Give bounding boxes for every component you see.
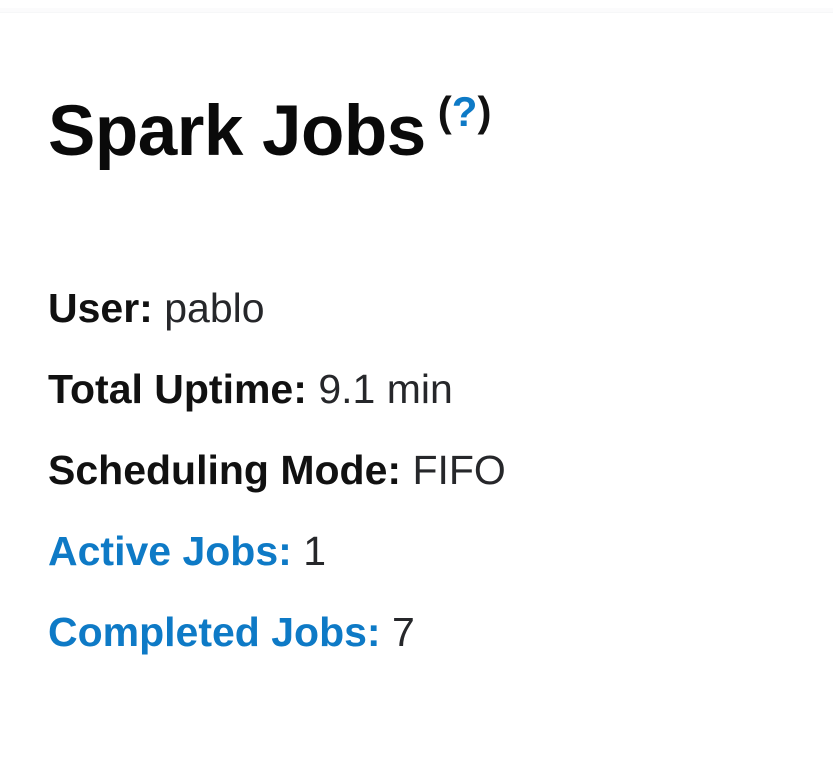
summary-item: Completed Jobs: 7 <box>48 592 506 673</box>
help-close-paren: ) <box>477 88 492 136</box>
summary-item-value: pablo <box>164 285 265 331</box>
navbar-bottom-edge <box>0 8 833 13</box>
help-open-paren: ( <box>437 88 452 136</box>
summary-item-value: 7 <box>392 609 415 655</box>
summary-item: User: pablo <box>48 268 506 349</box>
page-title-text: Spark Jobs <box>48 92 426 171</box>
summary-item-label: Total Uptime: <box>48 366 307 412</box>
summary-item: Active Jobs: 1 <box>48 511 506 592</box>
summary-item: Total Uptime: 9.1 min <box>48 349 506 430</box>
help-annotation: (?) <box>438 88 492 135</box>
summary-item-value: 9.1 min <box>318 366 453 412</box>
summary-item-label[interactable]: Active Jobs: <box>48 528 292 574</box>
summary-item-label: Scheduling Mode: <box>48 447 402 493</box>
help-link[interactable]: ? <box>451 88 478 136</box>
summary-item-value: 1 <box>303 528 327 574</box>
summary-item-label: User: <box>48 285 153 331</box>
summary-item-value: FIFO <box>412 447 506 493</box>
summary-item: Scheduling Mode: FIFO <box>48 430 506 511</box>
job-summary-list: User: pablo Total Uptime: 9.1 min Scheduli… <box>48 268 506 673</box>
page-title: Spark Jobs (?) <box>48 91 491 167</box>
summary-item-label[interactable]: Completed Jobs: <box>48 609 381 655</box>
